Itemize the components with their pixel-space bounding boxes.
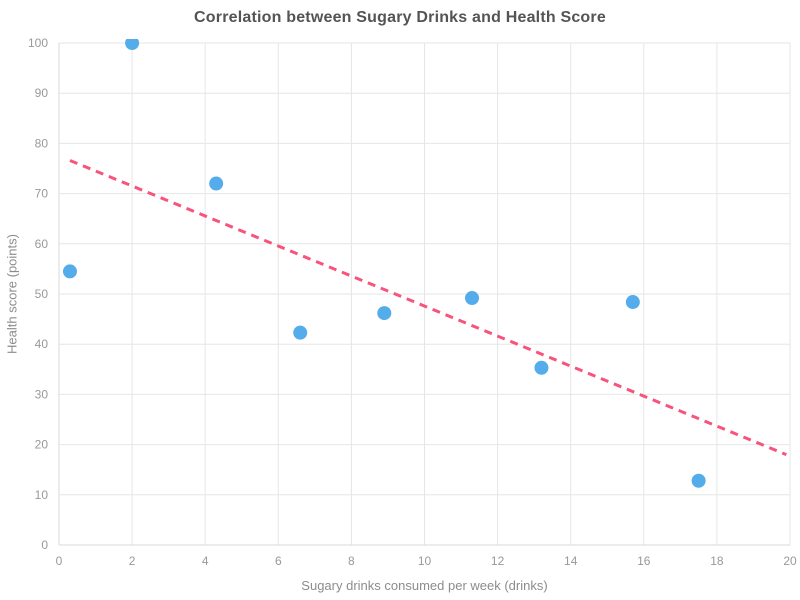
y-tick-label: 10 xyxy=(35,488,49,502)
y-tick-label: 20 xyxy=(35,438,49,452)
data-point[interactable] xyxy=(377,306,392,321)
data-point[interactable] xyxy=(125,36,140,50)
gridlines xyxy=(58,42,791,546)
x-tick-label: 2 xyxy=(129,554,136,568)
x-tick-label: 18 xyxy=(710,554,724,568)
y-tick-label: 30 xyxy=(35,387,49,401)
data-point[interactable] xyxy=(209,176,224,191)
data-point[interactable] xyxy=(465,291,480,306)
y-tick-label: 50 xyxy=(35,287,49,301)
x-tick-label: 10 xyxy=(418,554,432,568)
y-tick-label: 90 xyxy=(35,86,49,100)
x-axis-title: Sugary drinks consumed per week (drinks) xyxy=(301,578,548,593)
x-tick-label: 12 xyxy=(491,554,505,568)
data-point[interactable] xyxy=(625,295,640,310)
trend-line xyxy=(69,159,787,457)
y-tick-label: 0 xyxy=(41,538,48,552)
x-tick-label: 8 xyxy=(348,554,355,568)
data-point[interactable] xyxy=(534,360,549,375)
y-tick-label: 80 xyxy=(35,136,49,150)
scatter-series xyxy=(62,36,706,488)
y-tick-label: 60 xyxy=(35,237,49,251)
x-tick-label: 6 xyxy=(275,554,282,568)
data-point[interactable] xyxy=(691,473,706,488)
data-point[interactable] xyxy=(62,264,77,279)
x-tick-label: 16 xyxy=(637,554,651,568)
x-tick-label: 20 xyxy=(783,554,797,568)
tick-labels: 0 10 20 30 40 50 60 70 80 90 100 0 2 4 6 8 10 12 14 16 18 20 xyxy=(28,36,797,568)
x-tick-label: 0 xyxy=(56,554,63,568)
y-tick-label: 40 xyxy=(35,337,49,351)
chart-title: Correlation between Sugary Drinks and He… xyxy=(194,9,606,26)
y-tick-label: 100 xyxy=(28,36,48,50)
x-tick-label: 4 xyxy=(202,554,209,568)
y-tick-label: 70 xyxy=(35,187,49,201)
data-point[interactable] xyxy=(293,325,308,340)
y-axis-title: Health score (points) xyxy=(4,234,20,354)
x-tick-label: 14 xyxy=(564,554,578,568)
